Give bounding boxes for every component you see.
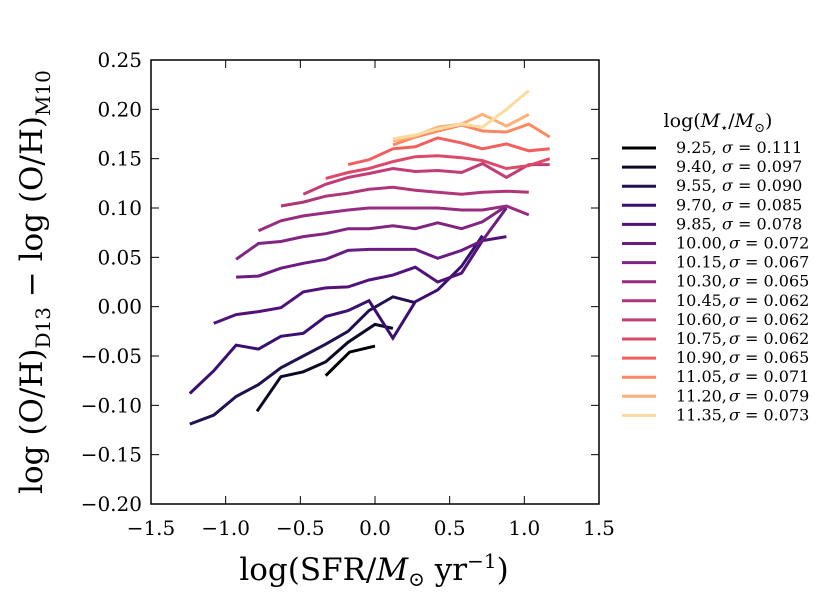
y-tick-label: 0.15 [97,147,142,171]
series-line-10.30 [257,204,530,233]
series-line-9.85 [213,235,507,325]
legend-label-10.90: 10.90, σ = 0.065 [676,348,809,367]
series-line-10.00 [236,207,508,279]
y-tick-label: 0.05 [97,245,142,269]
legend-label-9.70: 9.70, σ = 0.085 [676,195,802,214]
series-line-10.45 [280,185,529,208]
legend-title: log(M⋆/M⊙) [664,110,773,136]
legend-label-10.00: 10.00, σ = 0.072 [676,234,809,253]
y-tick-label: −0.05 [81,344,142,368]
y-tick-label: −0.15 [81,443,142,467]
x-tick-label: −1.0 [201,516,250,540]
y-tick-label: 0.25 [97,48,142,72]
series-line-10.60 [302,161,550,196]
y-tick-label: −0.10 [81,393,142,417]
legend-label-9.40: 9.40, σ = 0.097 [676,157,802,176]
x-axis-label: log(SFR/M⊙ yr−1) [239,549,508,591]
series-line-9.70 [188,234,484,395]
x-tick-label: 0.5 [434,516,466,540]
y-axis-label: log (O/H)D13 − log (O/H)M10 [14,70,55,494]
series-line-11.20 [392,112,530,143]
x-axis-ticks: −1.5 −1.0 −0.5 0.0 0.5 1.0 1.5 [127,60,615,540]
legend-label-10.30: 10.30, σ = 0.065 [676,272,809,291]
series-line-10.75 [325,154,551,180]
series-line-11.35 [392,89,530,141]
x-tick-label: −1.5 [127,516,176,540]
x-tick-label: 1.0 [508,516,540,540]
series-line-10.15 [235,204,508,261]
legend-label-10.45: 10.45, σ = 0.062 [676,291,809,310]
series-line-9.40 [255,322,394,413]
legend-label-10.15: 10.15, σ = 0.067 [676,253,809,272]
legend-label-11.05: 11.05, σ = 0.071 [676,367,809,386]
y-tick-label: −0.20 [81,492,142,516]
series-line-9.25 [324,344,376,377]
legend-label-11.35: 11.35, σ = 0.073 [676,405,809,424]
y-tick-label: 0.10 [97,196,142,220]
legend-label-9.25: 9.25, σ = 0.111 [676,138,802,157]
x-tick-label: −0.5 [276,516,325,540]
legend-label-10.75: 10.75, σ = 0.062 [676,329,809,348]
x-tick-label: 0.0 [359,516,391,540]
series-line-10.90 [347,136,550,167]
series-line-9.55 [189,295,416,426]
y-tick-label: 0.20 [97,97,142,121]
y-axis-ticks: −0.20 −0.15 −0.10 −0.05 0.00 0.05 0.10 0.15 0.20… [81,48,599,516]
legend-label-11.20: 11.20, σ = 0.079 [676,386,809,405]
series-layer [188,89,551,426]
legend-label-9.85: 9.85, σ = 0.078 [676,214,802,233]
x-tick-label: 1.5 [583,516,615,540]
legend-label-10.60: 10.60, σ = 0.062 [676,310,809,329]
y-tick-label: 0.00 [97,295,142,319]
legend-label-9.55: 9.55, σ = 0.090 [676,176,802,195]
